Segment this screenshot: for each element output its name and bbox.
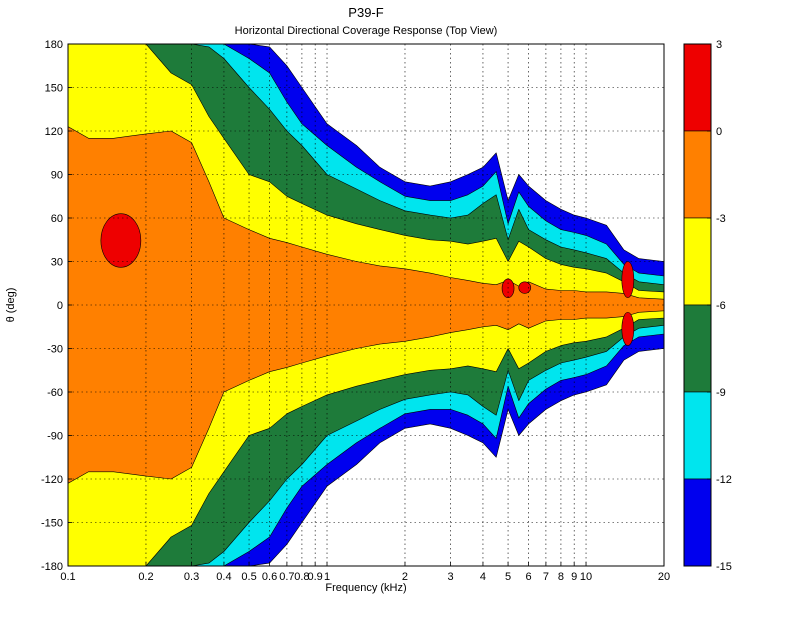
x-tick-label: 0.4 <box>216 571 231 583</box>
x-tick-label: 1 <box>324 571 330 583</box>
y-tick-label: 150 <box>45 83 63 95</box>
y-tick-label: 30 <box>51 257 63 269</box>
x-tick-label: 0.8 <box>294 571 309 583</box>
x-tick-label: 6 <box>526 571 532 583</box>
colorbar-tick-label: 0 <box>716 126 722 138</box>
colorbar-segment <box>683 217 712 306</box>
peak-region <box>621 261 635 299</box>
colorbar-tick-label: -9 <box>716 387 726 399</box>
colorbar-segment <box>683 391 712 480</box>
x-tick-label: 2 <box>402 571 408 583</box>
colorbar-tick-label: -15 <box>716 561 732 573</box>
colorbar-tick-label: -12 <box>716 474 732 486</box>
y-tick-label: 60 <box>51 213 63 225</box>
y-tick-label: 120 <box>45 126 63 138</box>
y-tick-label: -120 <box>41 474 63 486</box>
colorbar-segment <box>683 43 712 132</box>
x-tick-label: 0.6 <box>262 571 277 583</box>
y-tick-label: 90 <box>51 170 63 182</box>
x-tick-label: 10 <box>580 571 592 583</box>
x-tick-label: 0.3 <box>184 571 199 583</box>
y-tick-label: 180 <box>45 39 63 51</box>
y-tick-label: -60 <box>47 387 63 399</box>
colorbar: 3 0 -3 -6 -9 -12 -15 <box>683 39 732 573</box>
x-tick-label: 9 <box>571 571 577 583</box>
x-tick-label: 0.5 <box>241 571 256 583</box>
y-tick-label: -150 <box>41 518 63 530</box>
x-tick-label: 0.1 <box>60 571 75 583</box>
x-tick-label: 8 <box>558 571 564 583</box>
peak-region <box>100 213 142 268</box>
colorbar-tick-label: -3 <box>716 213 726 225</box>
x-tick-label: 0.2 <box>138 571 153 583</box>
y-tick-label: -90 <box>47 431 63 443</box>
y-axis-label: θ (deg) <box>5 288 17 323</box>
axis-ticks: 0.1 0.2 0.3 0.4 0.5 0.6 0.7 0.80.9 1 2 3 4 5 6 7 8 9 10 20… <box>41 39 670 583</box>
x-tick-label: 20 <box>658 571 670 583</box>
x-tick-label: 7 <box>543 571 549 583</box>
x-tick-label: 0.9 <box>308 571 323 583</box>
colorbar-tick-label: -6 <box>716 300 726 312</box>
x-tick-label: 0.7 <box>279 571 294 583</box>
grid-lines <box>68 44 664 566</box>
colorbar-segment <box>683 130 712 219</box>
x-axis-label: Frequency (kHz) <box>325 582 406 594</box>
y-tick-label: 0 <box>57 300 63 312</box>
peak-region <box>518 281 532 294</box>
y-tick-label: -180 <box>41 561 63 573</box>
x-tick-label: 5 <box>505 571 511 583</box>
chart-title: P39-F <box>348 5 383 20</box>
x-tick-label: 3 <box>448 571 454 583</box>
colorbar-tick-label: 3 <box>716 39 722 51</box>
colorbar-segment <box>683 478 712 567</box>
peak-region <box>621 311 635 346</box>
colorbar-segment <box>683 304 712 393</box>
x-tick-label: 4 <box>480 571 486 583</box>
chart-subtitle: Horizontal Directional Coverage Response… <box>235 25 498 37</box>
y-tick-label: -30 <box>47 344 63 356</box>
